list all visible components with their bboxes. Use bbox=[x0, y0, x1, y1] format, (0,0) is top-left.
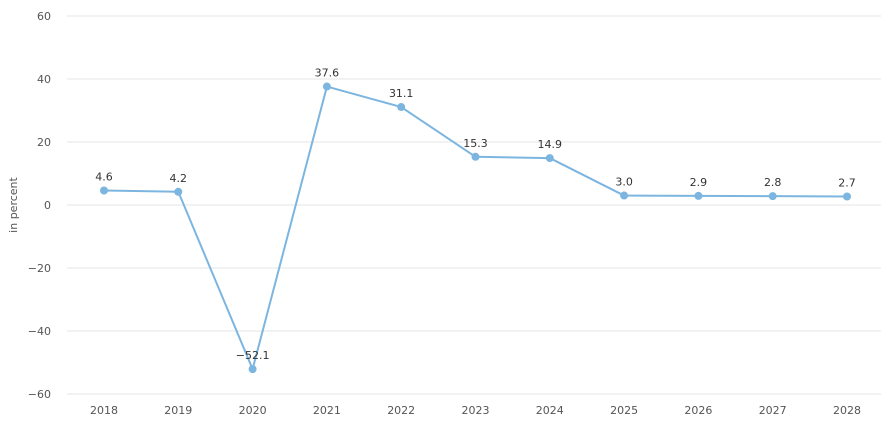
x-axis-ticks: 2018 2019 2020 2021 2022 2023 2024 2025 2026 2027… bbox=[90, 404, 861, 417]
data-label: 37.6 bbox=[315, 67, 340, 80]
data-point bbox=[620, 191, 629, 200]
data-point bbox=[545, 154, 554, 163]
y-axis-ticks: 60 40 20 0 −20 −40 −60 bbox=[28, 10, 51, 401]
x-tick-label: 2026 bbox=[684, 404, 712, 417]
y-tick-label: −40 bbox=[28, 325, 51, 338]
data-label: 15.3 bbox=[463, 137, 488, 150]
x-tick-label: 2018 bbox=[90, 404, 118, 417]
x-tick-label: 2019 bbox=[164, 404, 192, 417]
data-point bbox=[397, 103, 406, 112]
data-point bbox=[174, 187, 183, 196]
data-point bbox=[248, 365, 257, 374]
x-tick-label: 2023 bbox=[462, 404, 490, 417]
data-label: 2.8 bbox=[764, 176, 782, 189]
data-label: 2.7 bbox=[838, 176, 856, 189]
data-labels: 4.6 4.2 −52.1 37.6 31.1 15.3 14.9 3.0 2.9 2.8 2.7 bbox=[95, 67, 856, 363]
x-tick-label: 2022 bbox=[387, 404, 415, 417]
y-tick-label: 40 bbox=[37, 73, 51, 86]
data-point bbox=[694, 191, 703, 200]
data-label: 2.9 bbox=[690, 176, 708, 189]
data-label: 3.0 bbox=[615, 176, 633, 189]
data-point bbox=[322, 82, 331, 91]
y-tick-label: −20 bbox=[28, 262, 51, 275]
x-tick-label: 2021 bbox=[313, 404, 341, 417]
y-tick-label: −60 bbox=[28, 388, 51, 401]
grid-layer bbox=[67, 15, 881, 395]
data-point bbox=[843, 192, 851, 201]
data-label: −52.1 bbox=[236, 349, 270, 362]
data-label: 14.9 bbox=[538, 138, 563, 151]
data-label: 4.2 bbox=[170, 172, 188, 185]
y-tick-label: 60 bbox=[37, 10, 51, 23]
x-tick-label: 2024 bbox=[536, 404, 564, 417]
x-tick-label: 2025 bbox=[610, 404, 638, 417]
x-tick-label: 2028 bbox=[833, 404, 861, 417]
y-axis-title: in percent bbox=[7, 176, 20, 232]
x-tick-label: 2027 bbox=[759, 404, 787, 417]
data-point bbox=[100, 186, 108, 195]
series-line bbox=[103, 85, 848, 371]
x-tick-label: 2020 bbox=[239, 404, 267, 417]
data-label: 31.1 bbox=[389, 87, 414, 100]
data-label: 4.6 bbox=[95, 171, 113, 184]
series-layer bbox=[100, 82, 851, 374]
y-tick-label: 20 bbox=[37, 136, 51, 149]
data-point bbox=[471, 152, 480, 161]
y-tick-label: 0 bbox=[44, 199, 51, 212]
data-point bbox=[768, 192, 777, 201]
